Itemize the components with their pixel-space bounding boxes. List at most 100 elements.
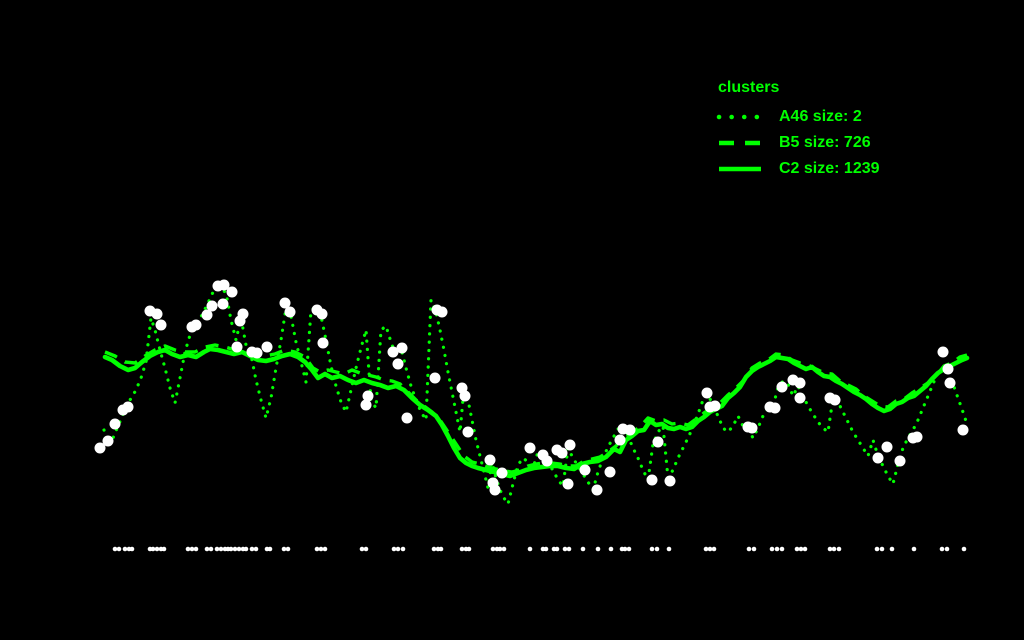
rug-point xyxy=(527,546,533,552)
data-point xyxy=(746,422,758,434)
data-point xyxy=(794,377,806,389)
rug-point xyxy=(228,546,234,552)
data-point xyxy=(496,467,508,479)
rug-point xyxy=(281,546,287,552)
data-point xyxy=(624,424,636,436)
data-point xyxy=(109,418,121,430)
rug-point xyxy=(218,546,224,552)
data-point xyxy=(646,474,658,486)
data-point xyxy=(151,308,163,320)
data-point xyxy=(709,400,721,412)
rug-point xyxy=(112,546,118,552)
rug-point xyxy=(711,546,717,552)
rug-point xyxy=(944,546,950,552)
rug-point xyxy=(431,546,437,552)
data-point xyxy=(317,337,329,349)
data-point xyxy=(701,387,713,399)
rug-point xyxy=(232,546,238,552)
rug-point xyxy=(185,546,191,552)
rug-point xyxy=(769,546,775,552)
data-point xyxy=(316,308,328,320)
data-point xyxy=(776,381,788,393)
rug-point xyxy=(214,546,220,552)
data-point xyxy=(226,286,238,298)
rug-point xyxy=(208,546,214,552)
rug-point xyxy=(400,546,406,552)
rug-point xyxy=(154,546,160,552)
data-point xyxy=(937,346,949,358)
data-point xyxy=(201,309,213,321)
rug-point xyxy=(889,546,895,552)
data-point xyxy=(564,439,576,451)
legend-item-c2: C2 size: 1239 xyxy=(716,156,880,182)
rug-point xyxy=(554,546,560,552)
series-line-B5 xyxy=(104,343,968,474)
data-point xyxy=(829,394,841,406)
rug-point xyxy=(253,546,259,552)
data-point xyxy=(102,435,114,447)
data-point xyxy=(541,455,553,467)
rug-point xyxy=(122,546,128,552)
data-point xyxy=(579,464,591,476)
legend-item-label: C2 size: 1239 xyxy=(779,160,880,177)
rug-point xyxy=(285,546,291,552)
data-point xyxy=(462,426,474,438)
rug-point xyxy=(802,546,808,552)
dotted-line-icon xyxy=(716,114,764,120)
data-point xyxy=(190,319,202,331)
rug-point xyxy=(654,546,660,552)
legend-title: clusters xyxy=(718,79,780,96)
data-point xyxy=(562,478,574,490)
rug-point xyxy=(608,546,614,552)
legend-item-label: B5 size: 726 xyxy=(779,134,871,151)
legend-item-a46: A46 size: 2 xyxy=(716,104,880,130)
data-point xyxy=(872,452,884,464)
data-point xyxy=(237,308,249,320)
rug-point xyxy=(243,546,249,552)
rug-point xyxy=(501,546,507,552)
data-point xyxy=(484,454,496,466)
data-point xyxy=(261,341,273,353)
rug-point xyxy=(779,546,785,552)
data-point xyxy=(206,300,218,312)
rug-point xyxy=(836,546,842,552)
rug-point xyxy=(879,546,885,552)
rug-point xyxy=(961,546,967,552)
rug-point xyxy=(746,546,752,552)
rug-point xyxy=(827,546,833,552)
data-point xyxy=(489,484,501,496)
rug-point xyxy=(466,546,472,552)
rug-point xyxy=(249,546,255,552)
rug-point xyxy=(193,546,199,552)
data-point xyxy=(614,434,626,446)
legend-item-b5: B5 size: 726 xyxy=(716,130,880,156)
rug-point xyxy=(562,546,568,552)
data-point xyxy=(360,399,372,411)
rug-point xyxy=(497,546,503,552)
rug-point xyxy=(391,546,397,552)
data-point xyxy=(122,401,134,413)
data-point xyxy=(604,466,616,478)
rug-point xyxy=(129,546,135,552)
rug-point xyxy=(774,546,780,552)
rug-point xyxy=(566,546,572,552)
data-point xyxy=(387,346,399,358)
data-point xyxy=(362,390,374,402)
rug-point xyxy=(189,546,195,552)
rug-point xyxy=(595,546,601,552)
rug-point xyxy=(150,546,156,552)
data-point xyxy=(911,431,923,443)
data-point xyxy=(94,442,106,454)
rug-point xyxy=(161,546,167,552)
data-point xyxy=(459,390,471,402)
data-point xyxy=(591,484,603,496)
rug-point xyxy=(626,546,632,552)
rug-point xyxy=(580,546,586,552)
rug-point xyxy=(438,546,444,552)
data-point xyxy=(279,297,291,309)
data-point xyxy=(664,475,676,487)
data-point xyxy=(881,441,893,453)
data-point xyxy=(944,377,956,389)
data-point xyxy=(436,306,448,318)
